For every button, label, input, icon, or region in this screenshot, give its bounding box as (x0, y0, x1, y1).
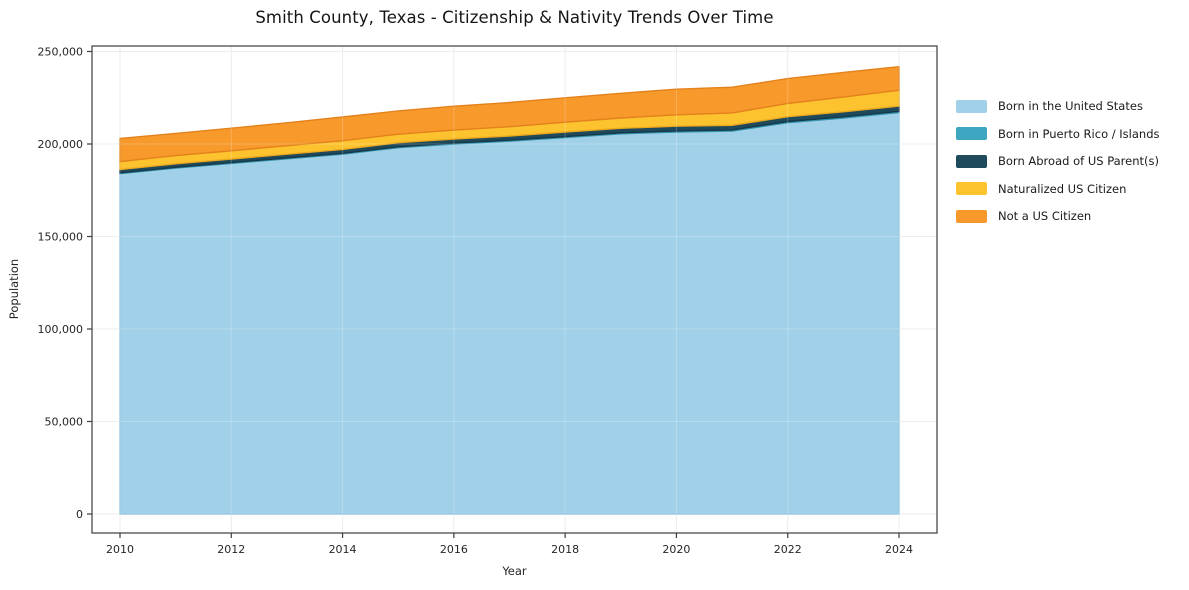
legend-swatch (956, 209, 987, 223)
legend-item: Naturalized US Citizen (956, 182, 1160, 196)
legend-label: Naturalized US Citizen (998, 181, 1127, 196)
x-tick-label: 2018 (551, 543, 579, 556)
legend-label: Born in Puerto Rico / Islands (998, 126, 1160, 141)
legend-item: Not a US Citizen (956, 209, 1160, 223)
x-tick-label: 2010 (106, 543, 134, 556)
x-tick-label: 2024 (885, 543, 913, 556)
x-tick-label: 2016 (440, 543, 468, 556)
x-tick-label: 2014 (329, 543, 357, 556)
y-tick-label: 100,000 (38, 323, 84, 336)
y-axis-label: Population (7, 258, 21, 320)
x-tick-label: 2012 (217, 543, 245, 556)
y-tick-label: 200,000 (38, 138, 84, 151)
legend-item: Born in Puerto Rico / Islands (956, 127, 1160, 141)
y-tick-label: 150,000 (38, 231, 84, 244)
legend-item: Born Abroad of US Parent(s) (956, 154, 1160, 168)
legend-swatch (956, 127, 987, 140)
chart-title: Smith County, Texas - Citizenship & Nati… (255, 8, 774, 27)
legend: Born in the United States Born in Puerto… (956, 99, 1160, 237)
legend-label: Not a US Citizen (998, 209, 1092, 223)
legend-swatch (956, 154, 987, 168)
legend-swatch (956, 99, 987, 113)
y-tick-label: 50,000 (45, 416, 84, 429)
x-axis-label: Year (502, 564, 527, 578)
legend-item: Born in the United States (956, 99, 1160, 113)
y-tick-label: 250,000 (38, 46, 84, 59)
legend-label: Born Abroad of US Parent(s) (998, 154, 1159, 168)
legend-label: Born in the United States (998, 99, 1143, 113)
x-tick-label: 2022 (774, 543, 802, 556)
legend-swatch (956, 182, 987, 195)
x-tick-label: 2020 (662, 543, 690, 556)
y-tick-label: 0 (76, 508, 83, 521)
